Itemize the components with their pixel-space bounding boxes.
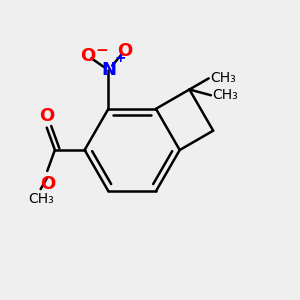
Text: CH₃: CH₃ bbox=[210, 71, 236, 85]
Text: O: O bbox=[80, 47, 95, 65]
Text: −: − bbox=[95, 43, 108, 58]
Text: CH₃: CH₃ bbox=[212, 88, 238, 102]
Text: O: O bbox=[40, 175, 55, 193]
Text: CH₃: CH₃ bbox=[28, 192, 53, 206]
Text: O: O bbox=[39, 107, 54, 125]
Text: +: + bbox=[115, 51, 127, 65]
Text: O: O bbox=[117, 42, 132, 60]
Text: N: N bbox=[101, 61, 116, 79]
